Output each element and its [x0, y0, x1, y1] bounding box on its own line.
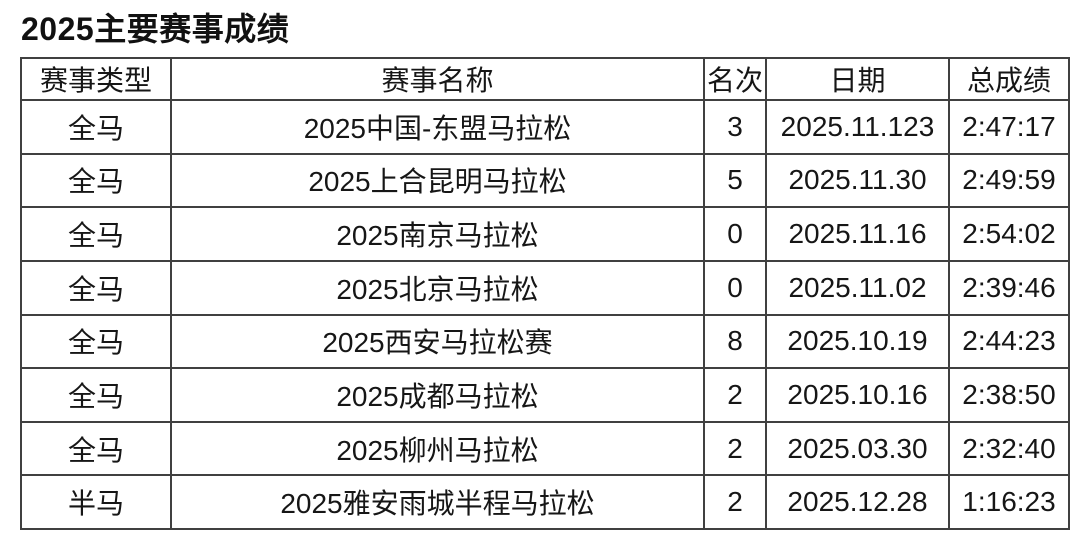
table-row: 全马 2025成都马拉松 2 2025.10.16 2:38:50 [20, 367, 1070, 423]
cell-race-type: 半马 [20, 474, 172, 530]
cell-date: 2025.11.123 [765, 99, 950, 155]
cell-result: 2:54:02 [948, 206, 1070, 262]
cell-race-type: 全马 [20, 259, 172, 316]
cell-rank: 2 [703, 474, 767, 530]
cell-race-name: 2025西安马拉松赛 [170, 313, 705, 370]
table-row: 全马 2025南京马拉松 0 2025.11.16 2:54:02 [20, 206, 1070, 262]
cell-race-type: 全马 [20, 152, 172, 209]
cell-rank: 2 [703, 367, 767, 423]
cell-race-name: 2025北京马拉松 [170, 259, 705, 316]
col-header-rank: 名次 [703, 57, 767, 101]
table-row: 全马 2025柳州马拉松 2 2025.03.30 2:32:40 [20, 420, 1070, 477]
cell-race-type: 全马 [20, 420, 172, 477]
cell-rank: 0 [703, 206, 767, 262]
cell-result: 2:39:46 [948, 259, 1070, 316]
page-title: 2025主要赛事成绩 [21, 11, 290, 47]
table-row: 半马 2025雅安雨城半程马拉松 2 2025.12.28 1:16:23 [20, 474, 1070, 530]
table-row: 全马 2025中国-东盟马拉松 3 2025.11.123 2:47:17 [20, 99, 1070, 155]
cell-rank: 3 [703, 99, 767, 155]
cell-race-type: 全马 [20, 313, 172, 370]
cell-rank: 8 [703, 313, 767, 370]
cell-date: 2025.10.16 [765, 367, 950, 423]
cell-date: 2025.11.30 [765, 152, 950, 209]
cell-result: 2:47:17 [948, 99, 1070, 155]
results-table: 赛事类型 赛事名称 名次 日期 总成绩 全马 2025中国-东盟马拉松 3 20… [20, 57, 1070, 530]
cell-date: 2025.11.02 [765, 259, 950, 316]
cell-date: 2025.03.30 [765, 420, 950, 477]
cell-race-name: 2025柳州马拉松 [170, 420, 705, 477]
cell-race-type: 全马 [20, 99, 172, 155]
table-row: 全马 2025北京马拉松 0 2025.11.02 2:39:46 [20, 259, 1070, 316]
table-row: 全马 2025西安马拉松赛 8 2025.10.19 2:44:23 [20, 313, 1070, 370]
cell-date: 2025.11.16 [765, 206, 950, 262]
cell-result: 2:44:23 [948, 313, 1070, 370]
cell-rank: 5 [703, 152, 767, 209]
cell-date: 2025.12.28 [765, 474, 950, 530]
cell-result: 2:32:40 [948, 420, 1070, 477]
table-row: 全马 2025上合昆明马拉松 5 2025.11.30 2:49:59 [20, 152, 1070, 209]
cell-race-name: 2025南京马拉松 [170, 206, 705, 262]
col-header-race-name: 赛事名称 [170, 57, 705, 101]
col-header-date: 日期 [765, 57, 950, 101]
cell-race-name: 2025中国-东盟马拉松 [170, 99, 705, 155]
cell-result: 2:38:50 [948, 367, 1070, 423]
cell-result: 1:16:23 [948, 474, 1070, 530]
table-header-row: 赛事类型 赛事名称 名次 日期 总成绩 [20, 57, 1070, 101]
cell-rank: 2 [703, 420, 767, 477]
cell-race-name: 2025成都马拉松 [170, 367, 705, 423]
cell-race-type: 全马 [20, 367, 172, 423]
col-header-race-type: 赛事类型 [20, 57, 172, 101]
cell-result: 2:49:59 [948, 152, 1070, 209]
cell-date: 2025.10.19 [765, 313, 950, 370]
col-header-total-result: 总成绩 [948, 57, 1070, 101]
cell-race-name: 2025雅安雨城半程马拉松 [170, 474, 705, 530]
cell-rank: 0 [703, 259, 767, 316]
cell-race-name: 2025上合昆明马拉松 [170, 152, 705, 209]
cell-race-type: 全马 [20, 206, 172, 262]
